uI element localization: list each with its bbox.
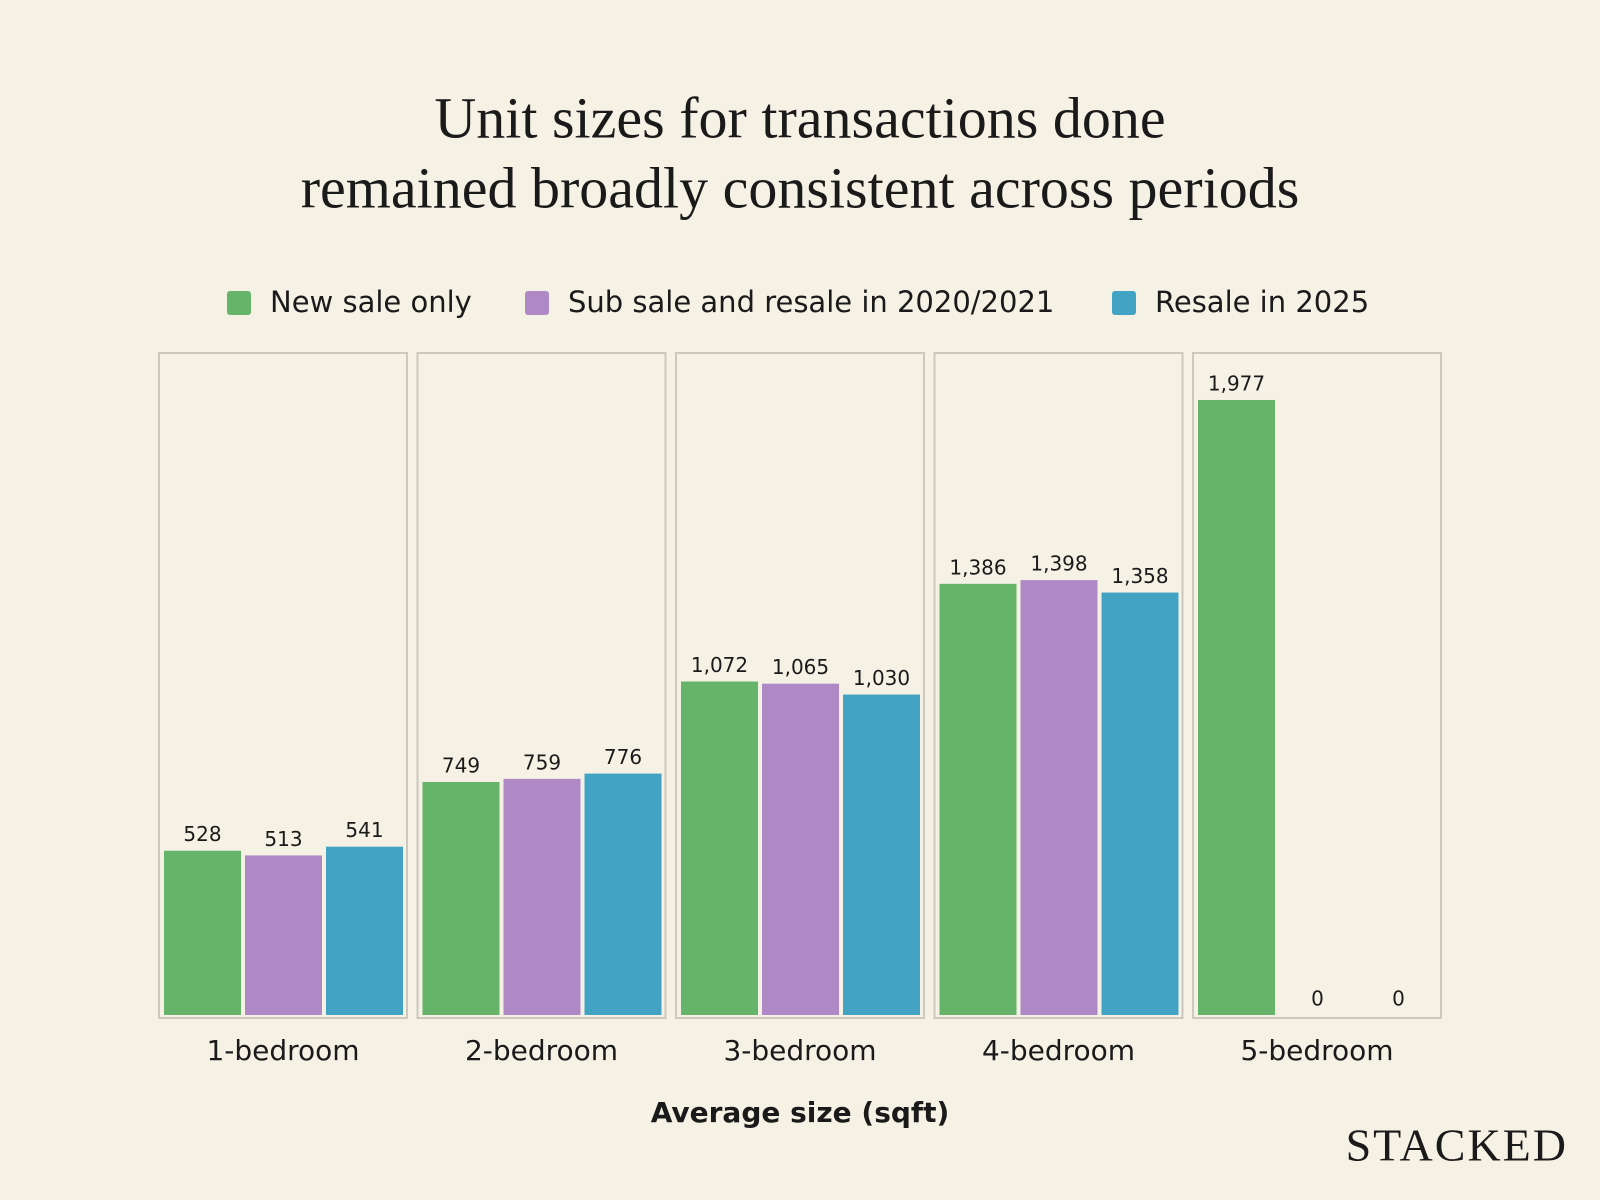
- x-tick-label: 4-bedroom: [982, 1034, 1135, 1067]
- data-label: 528: [183, 822, 221, 846]
- bar: [762, 683, 839, 1015]
- bar: [1198, 399, 1275, 1015]
- chart-title: remained broadly consistent across perio…: [301, 155, 1300, 220]
- data-label: 759: [523, 750, 561, 774]
- x-tick-label: 3-bedroom: [723, 1034, 876, 1067]
- panel-frame: [933, 352, 1184, 1019]
- bar: [326, 846, 403, 1015]
- x-tick-label: 2-bedroom: [465, 1034, 618, 1067]
- data-label: 1,072: [691, 653, 748, 677]
- legend-swatch: [525, 291, 549, 315]
- data-label: 1,977: [1208, 371, 1265, 395]
- data-label: 776: [604, 745, 642, 769]
- chart-title: Unit sizes for transactions done: [434, 85, 1165, 150]
- legend-swatch: [1112, 291, 1136, 315]
- panel-frame: [1192, 352, 1442, 1019]
- data-label: 1,065: [772, 655, 829, 679]
- bar: [245, 855, 322, 1015]
- x-tick-label: 1-bedroom: [206, 1034, 359, 1067]
- data-label: 1,030: [853, 666, 910, 690]
- legend-label: New sale only: [270, 285, 472, 319]
- brand-logo: STACKED: [1346, 1120, 1568, 1171]
- legend-swatch: [227, 291, 251, 315]
- x-axis-title: Average size (sqft): [651, 1096, 950, 1129]
- bar: [1101, 592, 1179, 1015]
- data-label: 1,398: [1030, 552, 1087, 576]
- panel-frame: [416, 352, 667, 1019]
- bar: [503, 778, 581, 1015]
- data-label: 541: [345, 818, 383, 842]
- bar: [584, 773, 662, 1015]
- bar: [164, 850, 241, 1015]
- data-label: 0: [1392, 987, 1405, 1011]
- panel-frame: [675, 352, 925, 1019]
- data-label: 749: [442, 753, 480, 777]
- bar: [939, 583, 1017, 1015]
- data-label: 1,358: [1111, 564, 1168, 588]
- x-tick-label: 5-bedroom: [1240, 1034, 1393, 1067]
- bar: [843, 694, 920, 1015]
- legend-label: Resale in 2025: [1155, 285, 1369, 319]
- bar: [422, 781, 500, 1015]
- data-label: 513: [264, 827, 302, 851]
- legend-label: Sub sale and resale in 2020/2021: [568, 285, 1054, 319]
- data-label: 0: [1311, 987, 1324, 1011]
- bar: [1020, 580, 1098, 1015]
- bar: [681, 681, 758, 1015]
- panel-frame: [158, 352, 408, 1019]
- data-label: 1,386: [949, 555, 1006, 579]
